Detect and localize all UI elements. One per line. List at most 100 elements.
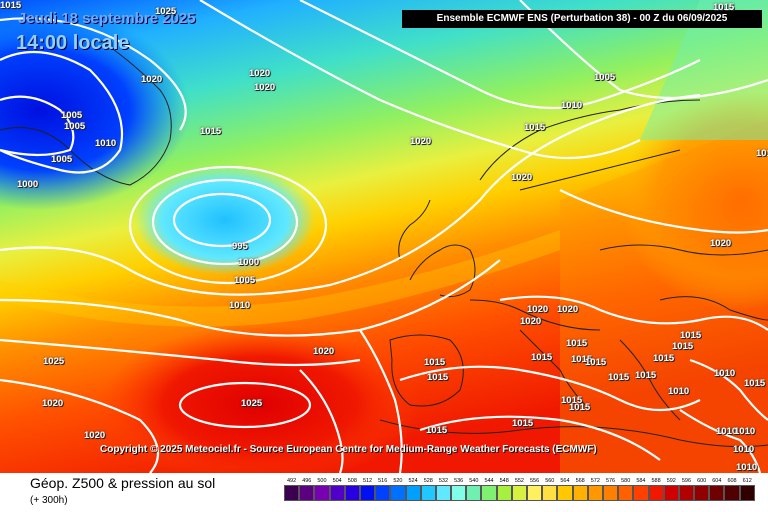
legend-value: 548	[499, 478, 509, 484]
isobar-label: 1020	[84, 430, 106, 441]
legend-entry: 492	[284, 477, 300, 501]
isobar-label: 1020	[511, 172, 533, 183]
legend-swatch	[466, 485, 482, 501]
forecast-map: Jeudi 18 septembre 2025 14:00 locale Ens…	[0, 0, 768, 473]
legend-value: 556	[530, 478, 540, 484]
legend-swatch	[694, 485, 710, 501]
legend-value: 588	[651, 478, 661, 484]
copyright-notice: Copyright © 2025 Meteociel.fr - Source E…	[100, 444, 597, 455]
legend-value: 520	[393, 478, 403, 484]
legend-swatch	[435, 485, 452, 501]
isobar-label: 1015	[635, 370, 657, 381]
isobar-label: 1015	[571, 354, 593, 365]
legend-value: 608	[727, 478, 737, 484]
legend-swatch	[724, 485, 740, 501]
isobar-label: 1025	[155, 6, 177, 17]
legend-value: 564	[560, 478, 570, 484]
legend-entry: 508	[344, 477, 360, 501]
isobar-label: 1020	[42, 398, 64, 409]
legend-entry: 568	[572, 477, 588, 501]
isobar-label: 1010	[561, 100, 583, 111]
isobar-label: 1015	[653, 353, 675, 364]
legend-entry: 552	[511, 477, 527, 501]
isobar-label: 1015	[680, 330, 702, 341]
legend-value: 492	[287, 478, 297, 484]
legend-value: 596	[681, 478, 692, 484]
forecast-date: Jeudi 18 septembre 2025	[18, 10, 196, 27]
legend-entry: 516	[375, 477, 391, 501]
legend-swatch	[405, 485, 421, 501]
legend-value: 592	[666, 478, 676, 484]
legend-swatch	[602, 485, 619, 501]
isobar-label: 1020	[313, 346, 335, 357]
legend-value: 544	[484, 478, 494, 484]
legend-entry: 500	[314, 477, 330, 501]
legend-value: 508	[347, 478, 357, 484]
isobar-label: 1015	[744, 378, 766, 389]
legend-swatch	[390, 485, 406, 501]
legend-swatch	[648, 485, 664, 501]
legend-entry: 596	[678, 477, 695, 501]
forecast-time: 14:00 locale	[16, 32, 130, 54]
legend-entry: 572	[587, 477, 603, 501]
legend-swatch	[284, 485, 300, 501]
legend-swatch	[557, 485, 573, 501]
legend-entry: 504	[329, 477, 345, 501]
isobar-label: 1015	[524, 122, 546, 133]
isobar-label: 1015	[531, 352, 553, 363]
chart-title: Géop. Z500 & pression au sol	[30, 475, 216, 491]
chart-subtitle: (+ 300h)	[30, 495, 68, 506]
legend-value: 524	[408, 478, 418, 484]
legend-swatch	[542, 485, 558, 501]
isobar-label: 995	[232, 241, 248, 252]
legend-value: 576	[605, 478, 616, 484]
isobar-label: 1005	[594, 72, 616, 83]
legend-entry: 580	[618, 477, 634, 501]
isobar-label: 1015	[512, 418, 534, 429]
map-footer: Géop. Z500 & pression au sol (+ 300h) 49…	[0, 473, 768, 512]
legend-swatch	[527, 485, 543, 501]
isobar-label: 1015	[566, 338, 588, 349]
legend-value: 504	[332, 478, 342, 484]
legend-entry: 528	[420, 477, 436, 501]
legend-value: 560	[545, 478, 555, 484]
legend-swatch	[587, 485, 603, 501]
legend-swatch	[511, 485, 527, 501]
legend-swatch	[709, 485, 725, 501]
legend-swatch	[572, 485, 588, 501]
legend-value: 568	[575, 478, 585, 484]
legend-swatch	[329, 485, 345, 501]
legend-value: 496	[302, 478, 312, 484]
isobar-label: 1010	[229, 300, 251, 311]
legend-entry: 512	[359, 477, 376, 501]
isobar-label: 1020	[527, 304, 549, 315]
isobar-label: 1025	[43, 356, 65, 367]
isobar-label: 1015	[200, 126, 222, 137]
isobar-label: 1020	[410, 136, 432, 147]
isobar-label: 1020	[557, 304, 579, 315]
legend-value: 536	[454, 478, 464, 484]
legend-entry: 536	[451, 477, 467, 501]
isobar-label: 1010	[734, 426, 756, 437]
isobar-label: 1010	[714, 368, 736, 379]
isobar-label: 1015	[561, 395, 583, 406]
legend-swatch	[420, 485, 436, 501]
isobar-label: 1015	[713, 2, 735, 13]
isobar-label: 1005	[51, 154, 73, 165]
isobar-label: 1015	[672, 341, 694, 352]
legend-entry: 608	[724, 477, 740, 501]
isobar-label: 1015	[756, 148, 768, 159]
isobar-label: 1005	[64, 121, 86, 132]
legend-value: 584	[636, 478, 646, 484]
legend-entry: 588	[648, 477, 664, 501]
legend-entry: 576	[602, 477, 619, 501]
legend-value: 516	[378, 478, 388, 484]
geopotential-field	[0, 0, 768, 473]
legend-swatch	[314, 485, 330, 501]
isobar-label: 1015	[426, 425, 448, 436]
isobar-label: 1010	[668, 386, 690, 397]
legend-entry: 564	[557, 477, 573, 501]
legend-swatch	[739, 485, 755, 501]
run-banner: Ensemble ECMWF ENS (Perturbation 38) - 0…	[402, 10, 762, 28]
isobar-label: 1005	[234, 275, 256, 286]
